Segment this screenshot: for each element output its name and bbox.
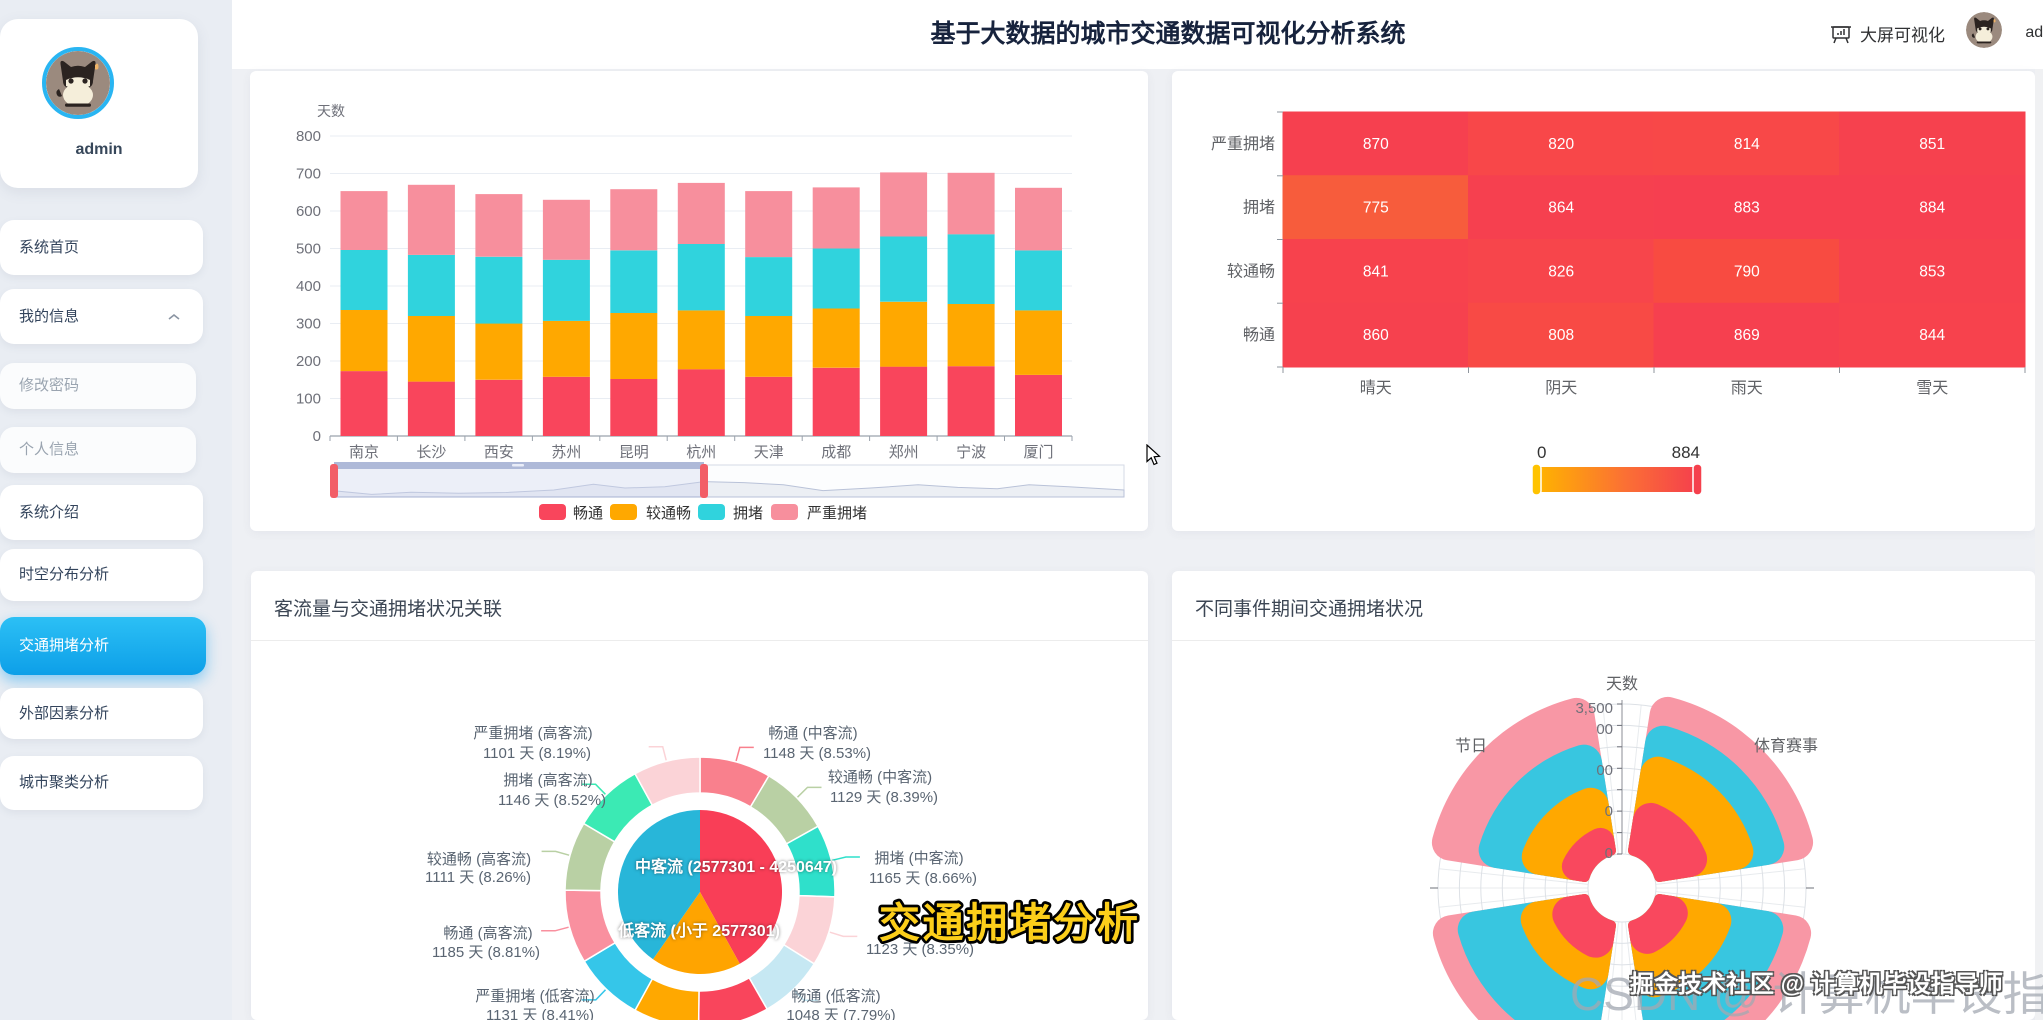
svg-text:苏州: 苏州 (551, 444, 581, 461)
svg-text:1048 天 (7.79%): 1048 天 (7.79%) (786, 1007, 895, 1020)
svg-text:700: 700 (296, 166, 321, 183)
svg-text:808: 808 (1548, 327, 1574, 344)
svg-text:1131 天 (8.41%): 1131 天 (8.41%) (486, 1007, 594, 1020)
svg-text:严重拥堵 (低客流): 严重拥堵 (低客流) (475, 988, 594, 1005)
svg-text:拥堵: 拥堵 (1243, 199, 1275, 217)
svg-text:860: 860 (1363, 327, 1389, 344)
svg-text:844: 844 (1919, 327, 1945, 344)
svg-text:500: 500 (296, 241, 321, 258)
svg-text:天津: 天津 (754, 444, 784, 461)
svg-text:昆明: 昆明 (619, 444, 649, 461)
svg-text:0: 0 (313, 428, 321, 445)
svg-text:814: 814 (1734, 136, 1760, 153)
svg-text:南京: 南京 (349, 444, 379, 461)
svg-text:1101 天 (8.19%): 1101 天 (8.19%) (483, 745, 591, 762)
svg-text:郑州: 郑州 (889, 444, 919, 461)
svg-text:节日: 节日 (1455, 737, 1487, 755)
svg-text:3,500: 3,500 (1575, 700, 1613, 717)
svg-text:畅通 (高客流): 畅通 (高客流) (443, 925, 532, 942)
svg-text:拥堵: 拥堵 (733, 505, 763, 522)
svg-text:宁波: 宁波 (956, 444, 986, 461)
svg-text:790: 790 (1734, 263, 1760, 280)
svg-text:853: 853 (1919, 263, 1945, 280)
svg-text:1148 天 (8.53%): 1148 天 (8.53%) (763, 745, 871, 762)
svg-text:1185 天 (8.81%): 1185 天 (8.81%) (432, 944, 540, 961)
svg-text:天数: 天数 (317, 103, 345, 119)
svg-text:晴天: 晴天 (1360, 379, 1392, 397)
svg-text:883: 883 (1734, 200, 1760, 217)
svg-text:杭州: 杭州 (686, 444, 716, 461)
svg-text:400: 400 (296, 278, 321, 295)
svg-text:西安: 西安 (484, 444, 514, 461)
svg-text:严重拥堵 (高客流): 严重拥堵 (高客流) (473, 725, 592, 742)
svg-text:600: 600 (296, 203, 321, 220)
svg-text:1111 天 (8.26%): 1111 天 (8.26%) (425, 869, 531, 886)
svg-text:870: 870 (1363, 136, 1389, 153)
svg-text:严重拥堵: 严重拥堵 (807, 505, 867, 522)
svg-text:0: 0 (1537, 443, 1546, 462)
svg-text:00: 00 (1596, 762, 1613, 779)
svg-text:拥堵 (高客流): 拥堵 (高客流) (503, 772, 592, 789)
svg-text:天数: 天数 (1606, 675, 1638, 693)
svg-text:1165 天 (8.66%): 1165 天 (8.66%) (869, 870, 977, 887)
svg-text:严重拥堵: 严重拥堵 (1211, 135, 1275, 153)
svg-text:厦门: 厦门 (1023, 444, 1053, 461)
svg-text:畅通: 畅通 (573, 505, 603, 522)
svg-text:长沙: 长沙 (416, 444, 446, 461)
svg-text:阴天: 阴天 (1545, 379, 1577, 397)
svg-text:00: 00 (1596, 721, 1613, 738)
svg-text:841: 841 (1363, 263, 1389, 280)
svg-text:884: 884 (1919, 200, 1945, 217)
svg-text:1123 天 (8.35%): 1123 天 (8.35%) (866, 941, 974, 958)
svg-text:0: 0 (1605, 803, 1613, 820)
svg-text:雨天: 雨天 (1731, 380, 1763, 397)
svg-text:1129 天 (8.39%): 1129 天 (8.39%) (830, 789, 938, 806)
svg-text:864: 864 (1548, 200, 1574, 217)
svg-text:较通畅: 较通畅 (646, 504, 691, 522)
svg-text:较通畅 (中客流): 较通畅 (中客流) (828, 768, 932, 786)
svg-text:中客流 (2577301 - 4250647): 中客流 (2577301 - 4250647) (635, 857, 837, 876)
svg-text:200: 200 (296, 353, 321, 370)
svg-text:成都: 成都 (821, 444, 851, 461)
svg-text:869: 869 (1734, 327, 1760, 344)
svg-text:300: 300 (296, 316, 321, 333)
svg-text:851: 851 (1919, 136, 1945, 153)
svg-text:畅通 (低客流): 畅通 (低客流) (791, 988, 880, 1005)
svg-text:畅通 (中客流): 畅通 (中客流) (768, 725, 857, 742)
svg-text:100: 100 (296, 391, 321, 408)
svg-text:交通拥堵分析: 交通拥堵分析 (879, 900, 1141, 946)
svg-text:884: 884 (1672, 443, 1700, 462)
svg-text:低客流 (小于 2577301): 低客流 (小于 2577301) (617, 921, 780, 940)
svg-text:雪天: 雪天 (1916, 380, 1948, 397)
svg-text:畅通: 畅通 (1243, 326, 1275, 344)
svg-text:1146 天 (8.52%): 1146 天 (8.52%) (498, 792, 606, 809)
svg-text:较通畅 (高客流): 较通畅 (高客流) (427, 850, 531, 868)
svg-text:0: 0 (1605, 845, 1613, 862)
svg-text:800: 800 (296, 128, 321, 145)
svg-text:775: 775 (1363, 200, 1389, 217)
svg-text:较通畅: 较通畅 (1227, 262, 1275, 280)
svg-text:826: 826 (1548, 263, 1574, 280)
svg-text:拥堵 (中客流): 拥堵 (中客流) (874, 850, 963, 867)
svg-text:820: 820 (1548, 136, 1574, 153)
svg-text:体育赛事: 体育赛事 (1754, 736, 1818, 755)
